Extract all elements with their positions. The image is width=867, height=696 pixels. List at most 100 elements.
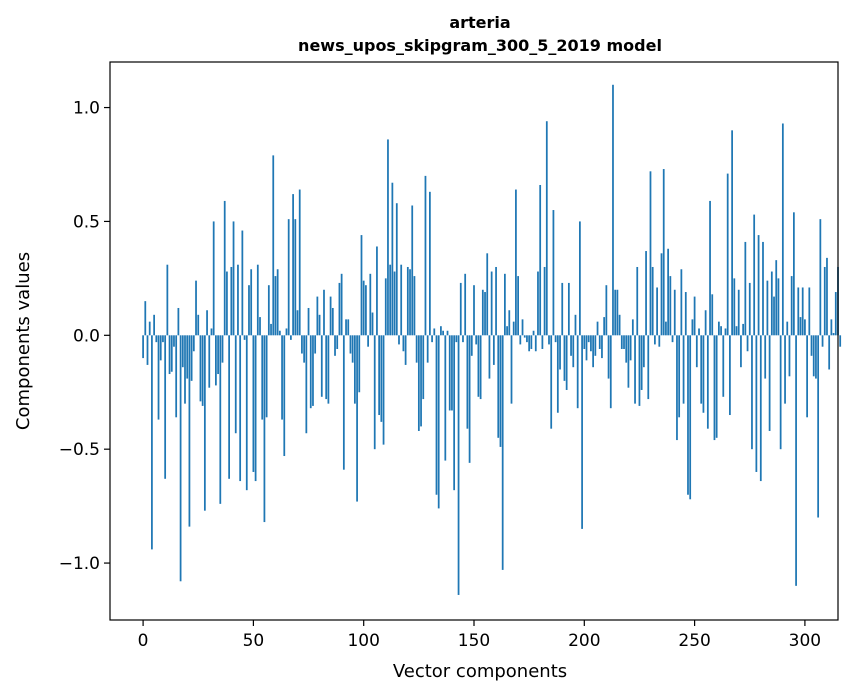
x-axis-label: Vector components bbox=[393, 661, 567, 682]
bar-component-74 bbox=[305, 335, 308, 434]
bar-component-103 bbox=[369, 273, 372, 336]
bar-component-277 bbox=[753, 214, 756, 336]
bar-component-108 bbox=[380, 335, 383, 422]
bar-component-40 bbox=[230, 266, 233, 336]
bar-component-118 bbox=[402, 335, 405, 352]
bar-component-239 bbox=[669, 276, 672, 336]
bar-component-168 bbox=[512, 321, 515, 336]
bar-component-236 bbox=[662, 169, 665, 336]
bar-component-5 bbox=[153, 314, 155, 336]
bar-component-9 bbox=[162, 335, 164, 343]
bar-component-267 bbox=[731, 130, 733, 336]
bar-component-24 bbox=[195, 280, 197, 336]
bar-component-97 bbox=[356, 335, 358, 502]
bar-component-314 bbox=[834, 292, 837, 336]
bar-component-167 bbox=[510, 335, 513, 404]
bar-component-226 bbox=[640, 335, 643, 390]
bar-component-205 bbox=[594, 335, 597, 356]
bar-component-308 bbox=[821, 335, 824, 347]
bar-component-260 bbox=[715, 335, 718, 438]
bar-component-213 bbox=[612, 84, 614, 336]
bar-component-223 bbox=[634, 335, 636, 404]
bar-component-247 bbox=[687, 335, 689, 495]
bar-component-281 bbox=[762, 241, 764, 336]
bar-component-0 bbox=[142, 335, 144, 359]
bar-component-278 bbox=[755, 335, 758, 472]
y-tick-label: 1.0 bbox=[73, 99, 100, 119]
bar-component-3 bbox=[148, 321, 151, 336]
bar-component-253 bbox=[700, 335, 703, 404]
plot-area bbox=[109, 61, 842, 621]
bar-component-279 bbox=[757, 235, 760, 336]
bar-component-272 bbox=[742, 323, 745, 336]
bar-component-252 bbox=[698, 328, 700, 336]
bar-component-27 bbox=[201, 335, 204, 406]
bar-component-302 bbox=[808, 287, 811, 336]
bar-component-297 bbox=[797, 287, 800, 336]
bar-component-289 bbox=[779, 335, 782, 450]
bar-component-64 bbox=[283, 335, 286, 457]
bar-component-129 bbox=[426, 335, 429, 363]
bar-component-38 bbox=[226, 271, 228, 336]
bar-component-181 bbox=[541, 335, 544, 349]
bar-component-234 bbox=[658, 335, 661, 347]
x-tick-label: 0 bbox=[138, 631, 149, 651]
bar-component-261 bbox=[717, 321, 720, 336]
bar-component-192 bbox=[565, 335, 568, 390]
bar-component-115 bbox=[395, 203, 398, 336]
bar-component-1 bbox=[144, 301, 147, 336]
bar-component-283 bbox=[766, 280, 769, 336]
bar-component-185 bbox=[550, 335, 553, 429]
bar-component-75 bbox=[307, 307, 310, 336]
bar-component-46 bbox=[243, 335, 246, 340]
bar-component-209 bbox=[603, 317, 606, 336]
bar-component-176 bbox=[530, 335, 533, 349]
bar-component-187 bbox=[554, 335, 557, 343]
bar-component-246 bbox=[684, 292, 687, 336]
bar-component-156 bbox=[486, 253, 489, 336]
bar-component-183 bbox=[545, 121, 548, 336]
bar-component-166 bbox=[508, 310, 511, 336]
bar-component-149 bbox=[470, 335, 473, 356]
bar-component-244 bbox=[680, 269, 683, 336]
bar-component-12 bbox=[168, 335, 171, 375]
bar-component-299 bbox=[801, 287, 804, 336]
bar-component-41 bbox=[232, 221, 235, 336]
bar-component-165 bbox=[506, 326, 508, 336]
bar-component-237 bbox=[665, 321, 667, 336]
bar-component-241 bbox=[673, 289, 676, 336]
bar-component-313 bbox=[832, 333, 835, 336]
bar-component-52 bbox=[256, 264, 259, 336]
bar-component-312 bbox=[830, 319, 833, 336]
bar-component-128 bbox=[424, 175, 427, 336]
bar-component-78 bbox=[314, 335, 317, 354]
bar-component-153 bbox=[479, 335, 482, 400]
bar-component-105 bbox=[373, 335, 376, 450]
bar-component-250 bbox=[693, 296, 696, 336]
bar-component-124 bbox=[415, 335, 418, 363]
bar-component-53 bbox=[259, 317, 261, 336]
bar-component-100 bbox=[362, 280, 365, 336]
bar-component-123 bbox=[413, 276, 416, 336]
bar-component-275 bbox=[748, 282, 751, 336]
bar-component-70 bbox=[296, 310, 299, 336]
bar-component-265 bbox=[726, 173, 729, 336]
bar-component-84 bbox=[327, 335, 330, 404]
bar-component-255 bbox=[704, 310, 707, 336]
bar-component-14 bbox=[173, 335, 175, 347]
bar-component-273 bbox=[744, 241, 747, 336]
bar-component-28 bbox=[203, 335, 206, 511]
bar-component-178 bbox=[534, 335, 537, 352]
bar-component-230 bbox=[649, 171, 652, 336]
bar-component-161 bbox=[497, 335, 500, 438]
bar-component-101 bbox=[365, 285, 367, 336]
bar-component-132 bbox=[433, 328, 436, 336]
bar-component-306 bbox=[817, 335, 820, 518]
bar-component-2 bbox=[146, 335, 149, 365]
x-tick-label: 250 bbox=[678, 631, 710, 651]
bar-component-292 bbox=[786, 321, 789, 336]
bar-component-310 bbox=[826, 257, 828, 336]
bar-component-48 bbox=[248, 285, 250, 336]
bar-component-83 bbox=[325, 335, 328, 400]
bar-component-56 bbox=[265, 335, 268, 418]
